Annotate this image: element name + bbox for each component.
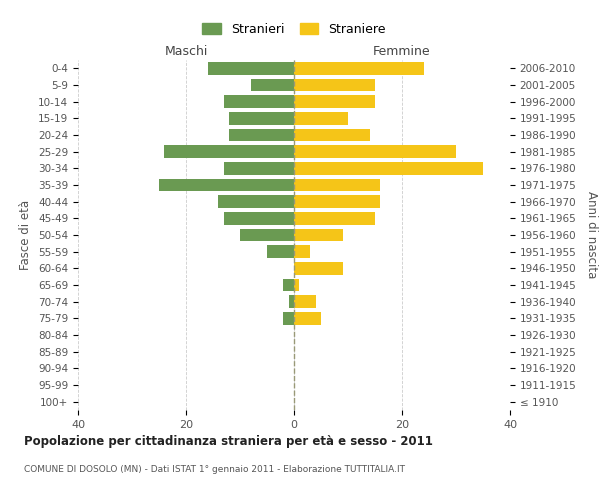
Bar bbox=[218, 196, 294, 208]
Bar bbox=[289, 296, 294, 308]
Y-axis label: Anni di nascita: Anni di nascita bbox=[585, 192, 598, 278]
Bar bbox=[229, 112, 294, 124]
Bar bbox=[294, 129, 370, 141]
Bar bbox=[294, 196, 380, 208]
Bar bbox=[224, 96, 294, 108]
Bar bbox=[229, 129, 294, 141]
Bar bbox=[240, 229, 294, 241]
Bar bbox=[294, 212, 375, 224]
Bar bbox=[224, 212, 294, 224]
Bar bbox=[294, 79, 375, 92]
Bar bbox=[283, 312, 294, 324]
Bar bbox=[294, 96, 375, 108]
Bar bbox=[294, 312, 321, 324]
Bar bbox=[251, 79, 294, 92]
Bar bbox=[224, 162, 294, 174]
Bar bbox=[294, 112, 348, 124]
Bar bbox=[294, 146, 456, 158]
Text: Femmine: Femmine bbox=[373, 44, 431, 58]
Text: Popolazione per cittadinanza straniera per età e sesso - 2011: Popolazione per cittadinanza straniera p… bbox=[24, 435, 433, 448]
Bar bbox=[294, 279, 299, 291]
Y-axis label: Fasce di età: Fasce di età bbox=[19, 200, 32, 270]
Bar bbox=[294, 229, 343, 241]
Bar bbox=[164, 146, 294, 158]
Bar bbox=[294, 296, 316, 308]
Text: COMUNE DI DOSOLO (MN) - Dati ISTAT 1° gennaio 2011 - Elaborazione TUTTITALIA.IT: COMUNE DI DOSOLO (MN) - Dati ISTAT 1° ge… bbox=[24, 465, 405, 474]
Bar bbox=[283, 279, 294, 291]
Bar bbox=[267, 246, 294, 258]
Text: Maschi: Maschi bbox=[164, 44, 208, 58]
Bar bbox=[294, 62, 424, 74]
Bar bbox=[294, 262, 343, 274]
Bar bbox=[208, 62, 294, 74]
Bar bbox=[294, 246, 310, 258]
Bar bbox=[294, 162, 483, 174]
Bar bbox=[159, 179, 294, 192]
Legend: Stranieri, Straniere: Stranieri, Straniere bbox=[199, 20, 389, 40]
Bar bbox=[294, 179, 380, 192]
